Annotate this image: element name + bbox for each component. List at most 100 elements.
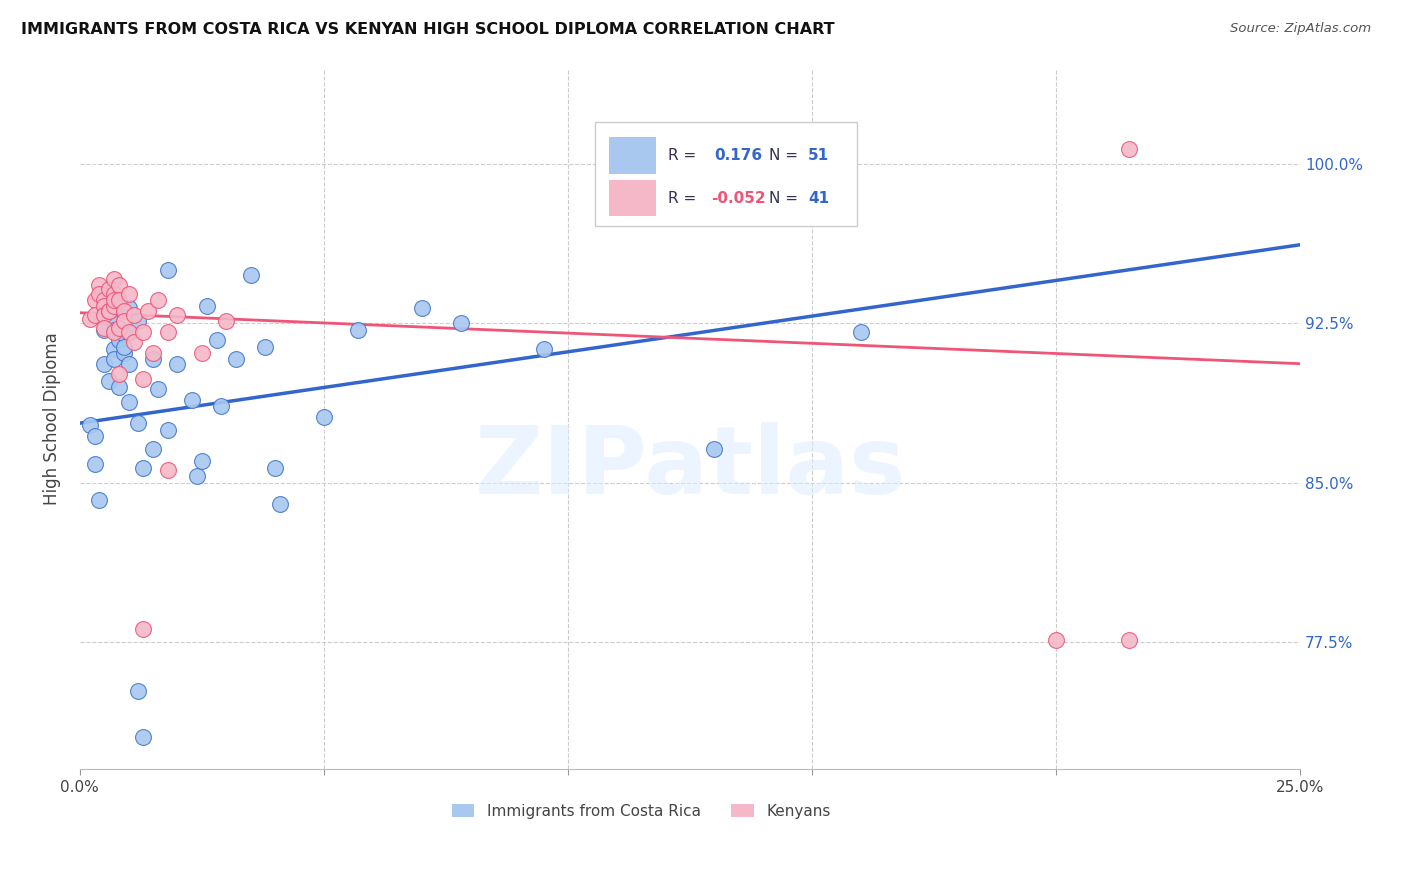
Text: N =: N =: [769, 148, 799, 163]
Point: [79, 312, 101, 326]
Point: [118, 357, 141, 371]
Point: [103, 286, 125, 301]
Point: [205, 334, 228, 348]
Point: [98, 303, 121, 318]
Y-axis label: High School Diploma: High School Diploma: [44, 333, 60, 505]
Point: [254, 340, 277, 354]
Point: [1045, 632, 1067, 647]
Point: [191, 454, 214, 468]
Point: [79, 418, 101, 433]
Point: [103, 272, 125, 286]
Point: [83, 308, 105, 322]
Point: [89, 286, 111, 301]
Point: [83, 293, 105, 307]
Point: [136, 303, 159, 318]
Point: [108, 293, 131, 307]
Text: Source: ZipAtlas.com: Source: ZipAtlas.com: [1230, 22, 1371, 36]
Text: -0.052: -0.052: [710, 191, 765, 206]
Point: [112, 303, 135, 318]
Point: [108, 320, 131, 334]
Point: [533, 342, 555, 356]
Point: [1118, 632, 1140, 647]
Point: [225, 352, 247, 367]
Point: [191, 346, 214, 360]
Point: [93, 299, 115, 313]
Point: [98, 303, 121, 318]
Point: [156, 463, 179, 477]
Point: [156, 263, 179, 277]
Point: [127, 683, 149, 698]
Point: [264, 460, 287, 475]
Point: [132, 731, 155, 745]
Point: [118, 286, 141, 301]
Point: [112, 314, 135, 328]
Point: [142, 346, 165, 360]
Point: [89, 492, 111, 507]
Text: ZIPatlas: ZIPatlas: [474, 422, 905, 514]
Point: [93, 323, 115, 337]
Point: [89, 278, 111, 293]
Point: [411, 301, 433, 316]
FancyBboxPatch shape: [609, 137, 655, 174]
Point: [132, 371, 155, 385]
Point: [215, 314, 238, 328]
Point: [93, 320, 115, 334]
Point: [142, 352, 165, 367]
Point: [118, 301, 141, 316]
Point: [127, 416, 149, 430]
Point: [132, 460, 155, 475]
Point: [103, 323, 125, 337]
Point: [98, 310, 121, 324]
Point: [347, 323, 370, 337]
Point: [166, 357, 188, 371]
Point: [98, 374, 121, 388]
Legend: Immigrants from Costa Rica, Kenyans: Immigrants from Costa Rica, Kenyans: [446, 797, 837, 825]
Point: [103, 325, 125, 339]
Text: R =: R =: [668, 148, 696, 163]
Point: [112, 326, 135, 341]
Point: [239, 268, 262, 282]
Point: [450, 317, 472, 331]
Point: [103, 293, 125, 307]
Point: [118, 395, 141, 409]
Point: [93, 357, 115, 371]
Point: [132, 622, 155, 636]
Point: [118, 325, 141, 339]
Text: IMMIGRANTS FROM COSTA RICA VS KENYAN HIGH SCHOOL DIPLOMA CORRELATION CHART: IMMIGRANTS FROM COSTA RICA VS KENYAN HIG…: [21, 22, 835, 37]
Point: [269, 497, 291, 511]
Point: [186, 469, 208, 483]
Point: [181, 392, 204, 407]
Point: [166, 308, 188, 322]
Point: [849, 325, 872, 339]
Text: N =: N =: [769, 191, 799, 206]
Point: [103, 352, 125, 367]
Point: [98, 289, 121, 303]
Point: [118, 325, 141, 339]
Point: [83, 457, 105, 471]
FancyBboxPatch shape: [595, 122, 858, 227]
Point: [1118, 142, 1140, 156]
Point: [127, 314, 149, 328]
Point: [93, 308, 115, 322]
Point: [156, 325, 179, 339]
Point: [83, 429, 105, 443]
Point: [142, 442, 165, 456]
Point: [122, 308, 145, 322]
Point: [108, 380, 131, 394]
Point: [108, 299, 131, 313]
Point: [146, 293, 169, 307]
Point: [112, 340, 135, 354]
Point: [93, 293, 115, 307]
Point: [146, 382, 169, 396]
Point: [209, 399, 232, 413]
Point: [703, 442, 725, 456]
Point: [112, 346, 135, 360]
FancyBboxPatch shape: [609, 180, 655, 217]
Point: [103, 342, 125, 356]
Point: [132, 325, 155, 339]
Text: 0.176: 0.176: [714, 148, 762, 163]
Text: 41: 41: [808, 191, 830, 206]
Point: [312, 409, 335, 424]
Point: [103, 299, 125, 313]
Point: [195, 299, 218, 313]
